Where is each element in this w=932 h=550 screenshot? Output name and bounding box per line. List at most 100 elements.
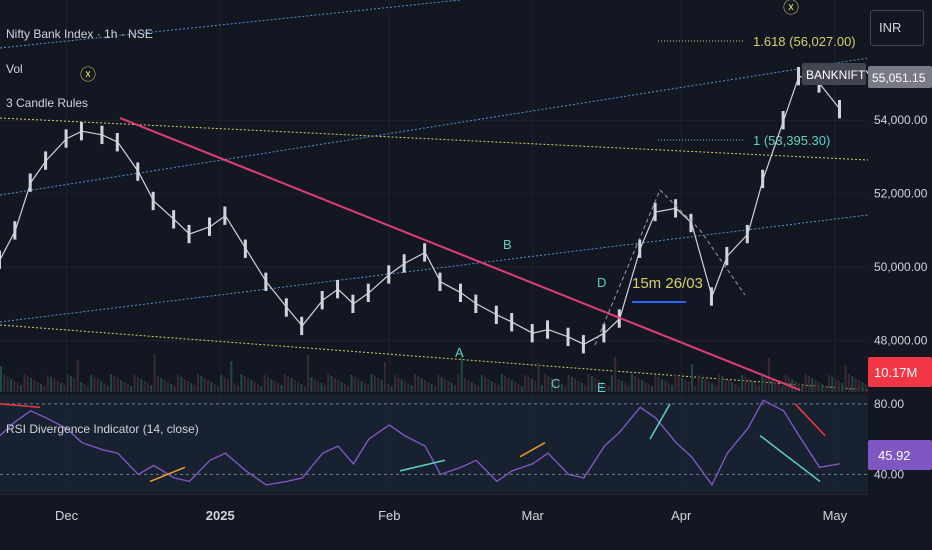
volume-bar-215 — [717, 374, 720, 392]
price-candle-26 — [458, 283, 462, 303]
divergence-line-3 — [759, 434, 821, 483]
time-tick-3: Mar — [521, 508, 544, 523]
volume-bar-24 — [80, 382, 83, 392]
volume-bar-242 — [807, 376, 810, 392]
price-candle-1 — [13, 221, 17, 240]
divergence-line-6 — [519, 441, 546, 458]
volume-bar-230 — [767, 358, 770, 392]
price-candle-21 — [366, 283, 370, 303]
wave-label-d: D — [597, 275, 606, 290]
volume-bar-101 — [337, 380, 340, 392]
divergence-line-5 — [149, 466, 186, 483]
volume-bar-200 — [667, 383, 670, 392]
volume-bar-172 — [574, 379, 577, 392]
volume-bar-41 — [136, 377, 139, 392]
volume-bar-237 — [791, 379, 794, 392]
volume-bar-2 — [6, 377, 9, 392]
volume-bar-104 — [347, 386, 350, 392]
volume-bar-92 — [307, 355, 310, 392]
volume-bar-91 — [303, 386, 306, 392]
volume-bar-135 — [450, 383, 453, 392]
volume-bar-209 — [697, 375, 700, 392]
volume-bar-218 — [727, 380, 730, 392]
volume-bar-43 — [143, 381, 146, 392]
volume-bar-33 — [110, 374, 113, 392]
time-tick-1: 2025 — [206, 508, 235, 523]
volume-bar-164 — [547, 376, 550, 392]
rsi-indicator-label[interactable]: RSI Divergence Indicator (14, close) — [6, 422, 199, 436]
volume-bar-183 — [610, 375, 613, 392]
volume-bar-107 — [357, 379, 360, 392]
volume-bar-54 — [180, 377, 183, 392]
yellow-line-upper — [0, 117, 869, 161]
price-candle-16 — [284, 298, 288, 317]
volume-bar-89 — [297, 382, 300, 392]
volume-bar-1 — [3, 375, 6, 392]
volume-bar-35 — [116, 378, 119, 392]
volume-bar-217 — [724, 378, 727, 392]
volume-bar-73 — [243, 376, 246, 392]
volume-bar-134 — [447, 381, 450, 392]
volume-bar-17 — [56, 381, 59, 392]
volume-bar-250 — [834, 379, 837, 392]
volume-bar-106 — [353, 377, 356, 392]
volume-tag-bg — [868, 357, 932, 387]
volume-bar-193 — [644, 382, 647, 392]
volume-bar-48 — [160, 378, 163, 392]
divergence-line-2 — [649, 403, 671, 440]
volume-bar-127 — [423, 380, 426, 392]
volume-bar-187 — [624, 383, 627, 392]
volume-bar-102 — [340, 382, 343, 392]
strategy-label[interactable]: 3 Candle Rules — [6, 96, 89, 110]
volume-bar-56 — [186, 381, 189, 392]
volume-bar-113 — [377, 378, 380, 392]
price-candle-17 — [300, 316, 304, 336]
volume-bar-83 — [277, 383, 280, 392]
volume-bar-168 — [560, 384, 563, 392]
volume-bar-253 — [844, 365, 847, 392]
divergence-line-1 — [399, 459, 446, 472]
volume-bar-116 — [387, 384, 390, 392]
volume-bar-37 — [123, 382, 126, 392]
volume-bar-115 — [383, 362, 386, 392]
volume-bar-162 — [540, 385, 543, 392]
volume-bar-59 — [196, 374, 199, 392]
volume-bar-197 — [657, 377, 660, 392]
price-candle-36 — [638, 239, 642, 258]
price-candle-6 — [100, 125, 104, 145]
volume-bar-71 — [237, 385, 240, 392]
price-candle-34 — [602, 324, 606, 343]
rsi-tag-bg — [868, 440, 932, 470]
volume-bar-258 — [861, 382, 864, 392]
volume-bar-49 — [163, 380, 166, 392]
price-tick-1: 50,000.00 — [874, 260, 928, 274]
price-candle-27 — [474, 294, 478, 314]
volume-bar-184 — [614, 357, 617, 392]
volume-bar-190 — [634, 376, 637, 392]
volume-bar-84 — [280, 385, 283, 392]
volume-bar-227 — [757, 385, 760, 392]
price-candle-8 — [136, 162, 140, 181]
price-candle-5 — [79, 122, 83, 141]
volume-bar-12 — [40, 384, 43, 392]
volume-bar-13 — [43, 386, 46, 392]
volume-bar-109 — [363, 383, 366, 392]
currency-button[interactable]: INR — [870, 10, 924, 46]
price-candle-24 — [423, 243, 427, 262]
volume-bar-100 — [333, 378, 336, 392]
volume-bar-142 — [474, 384, 477, 392]
volume-bar-0 — [0, 366, 2, 392]
price-candle-14 — [243, 239, 247, 258]
volume-bar-132 — [440, 377, 443, 392]
divergence-line-0 — [0, 403, 41, 409]
price-candle-37 — [653, 202, 657, 222]
volume-indicator-label[interactable]: Vol — [6, 62, 23, 76]
volume-bar-181 — [604, 384, 607, 392]
volume-bar-105 — [350, 375, 353, 392]
price-candle-2 — [28, 173, 32, 192]
price-tick-2: 52,000.00 — [874, 187, 928, 201]
volume-bar-75 — [250, 380, 253, 392]
rsi-tick-80: 80.00 — [874, 397, 904, 411]
volume-bar-148 — [494, 383, 497, 392]
